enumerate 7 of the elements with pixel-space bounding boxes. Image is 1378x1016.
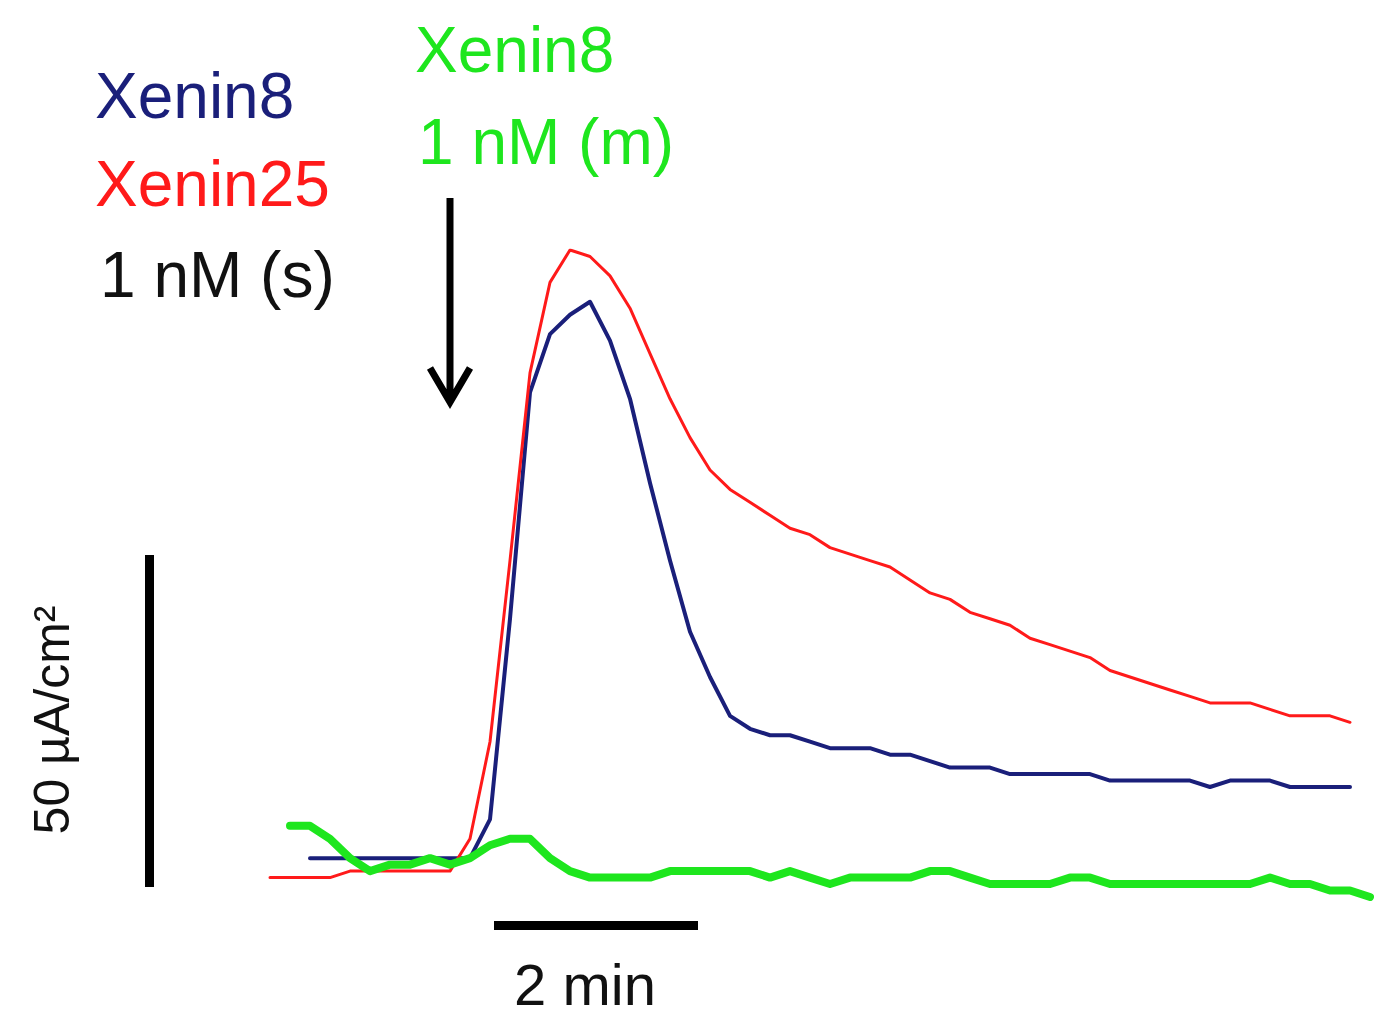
text: Xenin25 xyxy=(95,148,330,220)
text: 1 nM (m) xyxy=(418,106,674,178)
x-axis-title: 2 min xyxy=(514,951,656,1016)
text: Xenin8 xyxy=(415,14,615,86)
annotation: 1 nM (s) xyxy=(100,239,335,311)
text: Xenin8 xyxy=(95,60,295,132)
y-axis-title: 50 µA/cm² xyxy=(24,605,80,835)
